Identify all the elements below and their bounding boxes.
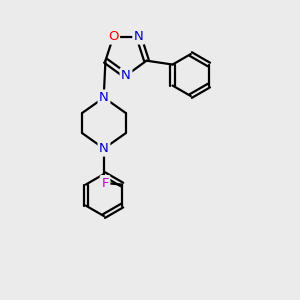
- Text: N: N: [121, 69, 131, 82]
- Text: N: N: [134, 30, 144, 43]
- Text: N: N: [99, 142, 109, 155]
- Text: O: O: [108, 30, 119, 43]
- Text: F: F: [101, 177, 109, 190]
- Text: N: N: [99, 91, 109, 104]
